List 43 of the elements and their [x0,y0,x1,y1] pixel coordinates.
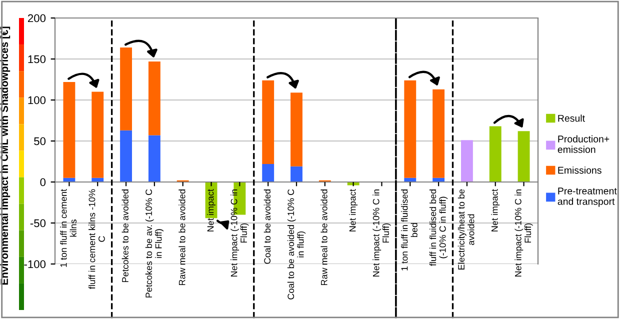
x-tick-label: Coal to be avoided [264,190,271,264]
x-tick-label: 1 ton fluff in cement kilns [60,189,76,267]
legend-label: Production+ emission [558,135,610,153]
bar [63,82,76,178]
bar [262,164,274,182]
y-tick-label: 100 [28,96,46,104]
x-tick-label: Net impact [349,189,358,232]
bar [92,92,104,178]
y-tick-label: -50 [30,219,46,228]
x-tick-label: Raw meal to be avoided [178,190,186,286]
x-tick-label: Net impact (-10% C in Fluff) [372,190,391,276]
x-tick-label: Petcokes to be avoided [122,190,128,282]
bar [404,80,416,178]
legend-label: Result [558,114,585,122]
bar [148,135,160,182]
bar [290,92,302,166]
bar [120,48,132,130]
x-tick-label: fluff in cement kilns -10% C [88,189,105,290]
y-tick-label: 200 [28,14,46,22]
x-tick-label: 1 ton fluff in fluidised bed [401,190,418,270]
x-tick-label: Coal to be avoided (-10% C in fluff) [287,189,306,300]
legend-label: Pre-treatment and transport [558,188,617,207]
x-tick-label: Net impact (-10% C in Fluff) [230,190,249,276]
x-tick-label: fluff in fluidised bed (-10% C in fluff) [429,190,448,266]
bar [489,126,502,182]
x-tick-label: Net impact (-10% C in Fluff) [514,190,533,276]
y-tick-label: 0 [40,178,46,186]
bar [290,166,302,182]
y-tick-label: -100 [24,260,46,268]
bar [120,130,132,182]
bar [432,89,445,178]
y-tick-label: 50 [34,137,46,146]
x-tick-label: Raw meal to be avoided [320,190,328,286]
x-tick-label: Electricity/heat to be avoided [458,189,474,270]
y-tick-label: 150 [28,55,46,64]
x-tick-label: Net impact [207,189,216,232]
x-tick-label: Net impact [491,189,500,232]
bar [148,61,160,136]
x-tick-label: Petcokes to be av. (-10% C in Fluff) [145,189,164,298]
bar [461,140,473,182]
bar [518,131,530,182]
bar [262,80,274,164]
legend-label: Emissions [558,166,602,174]
